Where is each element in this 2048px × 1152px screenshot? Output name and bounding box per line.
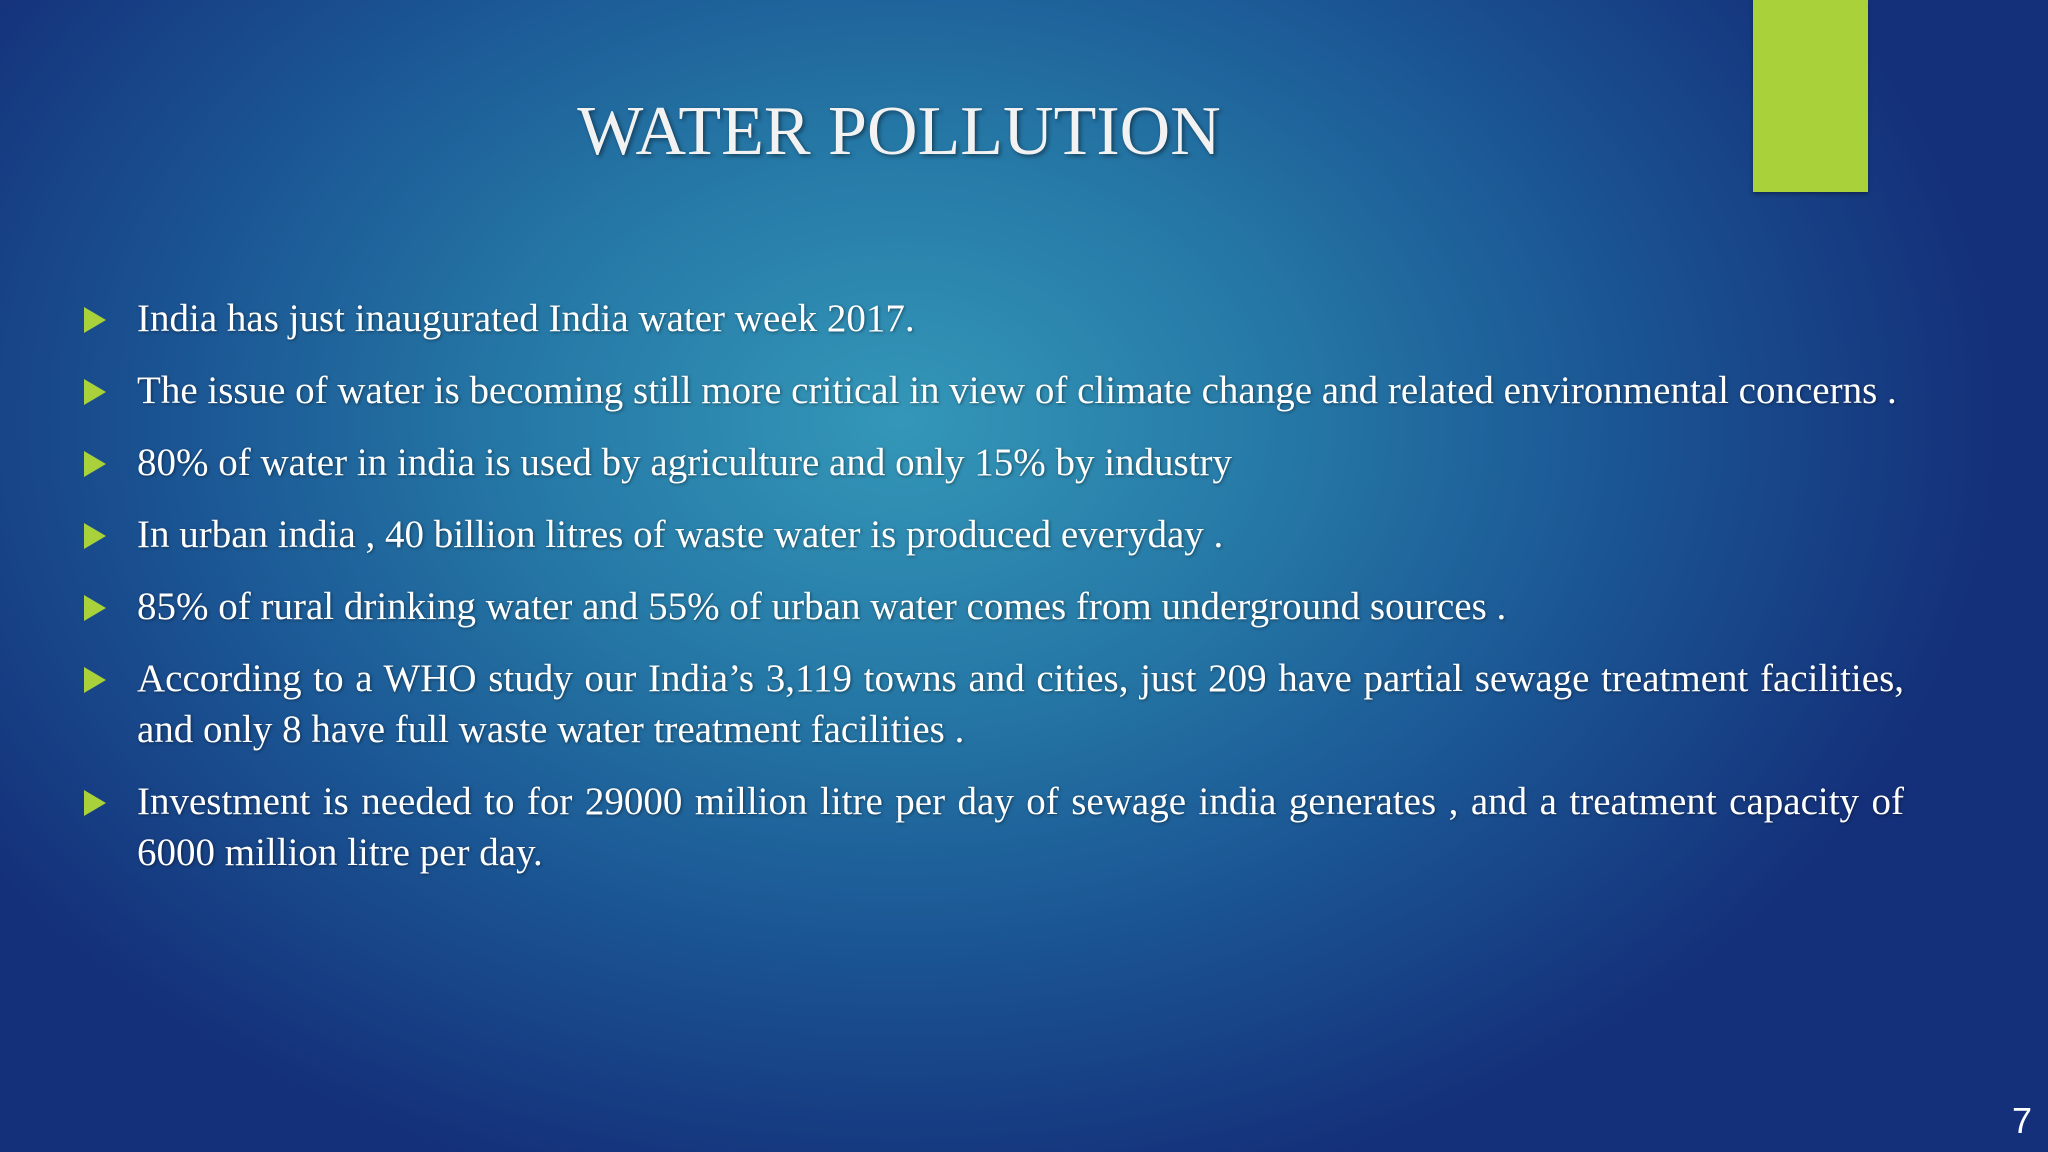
bullet-item: India has just inaugurated India water w… [82,293,1904,344]
bullet-triangle [84,667,106,693]
bullet-triangle [84,379,106,405]
bullet-triangle [84,523,106,549]
bullet-icon [84,307,106,333]
bullet-triangle [84,451,106,477]
bullet-triangle [84,790,106,816]
accent-bar [1753,0,1868,192]
bullet-item: In urban india , 40 billion litres of wa… [82,509,1904,560]
slide-title: WATER POLLUTION [577,93,1221,170]
bullet-triangle [84,307,106,333]
bullet-text: 85% of rural drinking water and 55% of u… [137,585,1507,628]
bullet-icon [84,451,106,477]
bullet-text: According to a WHO study our India’s 3,1… [137,657,1904,751]
bullet-item: The issue of water is becoming still mor… [82,365,1904,416]
bullet-item: 80% of water in india is used by agricul… [82,437,1904,488]
page-number: 7 [2011,1100,2032,1141]
bullet-icon [84,790,106,816]
bullet-text: In urban india , 40 billion litres of wa… [137,513,1224,556]
bullet-text: Investment is needed to for 29000 millio… [137,780,1904,874]
bullet-item: According to a WHO study our India’s 3,1… [82,653,1904,755]
bullet-list: India has just inaugurated India water w… [82,293,1904,899]
bullet-text: India has just inaugurated India water w… [137,297,915,340]
bullet-icon [84,595,106,621]
bullet-triangle [84,595,106,621]
bullet-icon [84,379,106,405]
bullet-item: 85% of rural drinking water and 55% of u… [82,581,1904,632]
bullet-icon [84,667,106,693]
bullet-item: Investment is needed to for 29000 millio… [82,776,1904,878]
bullet-text: The issue of water is becoming still mor… [137,369,1897,412]
bullet-text: 80% of water in india is used by agricul… [137,441,1233,484]
bullet-icon [84,523,106,549]
